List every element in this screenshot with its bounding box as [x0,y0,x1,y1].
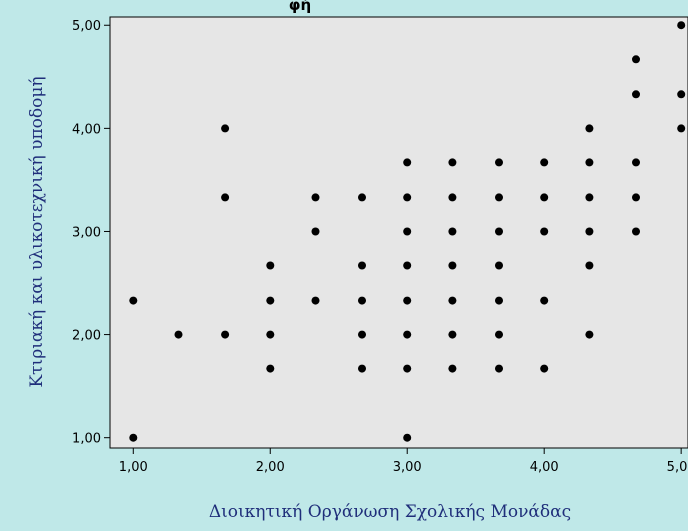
y-axis-title: Κτιριακή και υλικοτεχνική υποδομή [27,76,47,387]
data-point [358,330,366,339]
data-point [540,296,549,305]
data-point [221,124,230,133]
data-point [174,330,183,339]
y-tick-label: 1,00 [72,432,101,447]
data-point [311,227,320,236]
data-points [129,21,686,442]
data-point [585,261,594,270]
data-point [540,158,549,167]
data-point [632,227,640,236]
data-point [677,90,686,99]
x-tick-label: 1,00 [119,460,148,475]
data-point [221,193,230,202]
data-point [448,364,457,373]
y-tick-label: 4,00 [72,122,101,137]
data-point [632,158,640,167]
y-tick-label: 2,00 [72,329,101,344]
x-tick-label: 5,00 [667,460,688,475]
data-point [495,227,503,236]
data-point [495,296,503,305]
data-point [266,261,275,270]
axis-ticks: 1,00 2,00 3,00 4,00 5,00 1,00 2,00 3,00 4,00 5,00 [72,19,688,475]
data-point [266,364,275,373]
data-point [495,364,503,373]
data-point [403,433,412,442]
data-point [495,261,503,270]
data-point [585,158,594,167]
data-point [221,330,230,339]
data-point [495,193,503,202]
data-point [403,364,412,373]
data-point [129,296,138,305]
data-point [677,21,686,30]
data-point [632,55,640,64]
data-point [358,261,366,270]
data-point [403,193,412,202]
data-point [448,330,457,339]
data-point [266,330,275,339]
data-point [448,193,457,202]
data-point [632,193,640,202]
x-tick-label: 3,00 [393,460,422,475]
data-point [632,90,640,99]
y-tick-label: 3,00 [72,225,101,240]
data-point [448,158,457,167]
data-point [448,261,457,270]
data-point [311,296,320,305]
data-point [266,296,275,305]
x-axis-title: Διοικητική Οργάνωση Σχολικής Μονάδας [209,502,571,522]
data-point [585,330,594,339]
data-point [403,330,412,339]
data-point [311,193,320,202]
data-point [540,193,549,202]
x-tick-label: 4,00 [530,460,559,475]
data-point [403,261,412,270]
data-point [585,193,594,202]
plot-area [109,16,688,449]
data-point [495,330,503,339]
data-point [448,296,457,305]
y-tick-label: 5,00 [72,19,101,34]
data-point [677,124,686,133]
data-point [129,433,138,442]
data-point [448,227,457,236]
data-point [403,296,412,305]
data-point [358,364,366,373]
x-tick-label: 2,00 [256,460,285,475]
chart-title-fragment: φή [289,0,311,14]
data-point [358,193,366,202]
data-point [585,124,594,133]
data-point [540,364,549,373]
data-point [358,296,366,305]
data-point [495,158,503,167]
data-point [403,227,412,236]
data-point [403,158,412,167]
data-point [585,227,594,236]
data-point [540,227,549,236]
